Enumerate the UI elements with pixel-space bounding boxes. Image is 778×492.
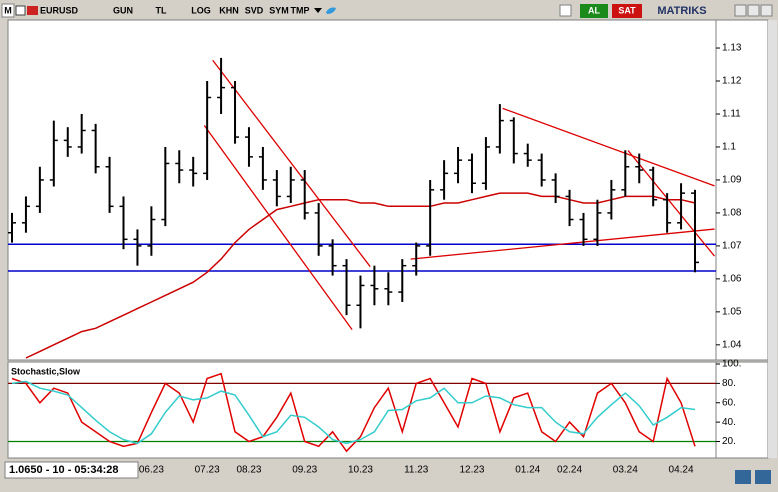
window-button[interactable] bbox=[760, 4, 773, 17]
y-tick-label: 1.1 bbox=[722, 142, 736, 153]
x-tick-label: 11.23 bbox=[404, 465, 429, 476]
y-tick-label: 80. bbox=[722, 378, 736, 389]
trend-line bbox=[203, 125, 353, 331]
toolbar-button[interactable]: SVD bbox=[245, 5, 264, 15]
brand: MATRIKS bbox=[657, 5, 706, 17]
status-quote: 1.0650 - 10 - 05:34:28 bbox=[9, 464, 118, 476]
toolbar-button[interactable]: SYM bbox=[269, 5, 289, 15]
y-tick-label: 1.08 bbox=[722, 208, 742, 219]
x-tick-label: 01.24 bbox=[515, 465, 540, 476]
x-tick-label: 09.23 bbox=[292, 465, 317, 476]
line-series bbox=[11, 380, 696, 445]
y-tick-label: 1.04 bbox=[722, 339, 742, 350]
x-tick-label: 03.24 bbox=[613, 465, 638, 476]
y-tick-label: 60. bbox=[722, 397, 736, 408]
price-axis bbox=[715, 19, 769, 361]
checkbox[interactable] bbox=[15, 5, 26, 16]
y-tick-label: 1.11 bbox=[722, 109, 741, 120]
scrollbar[interactable] bbox=[768, 20, 777, 458]
y-tick-label: 1.06 bbox=[722, 274, 742, 285]
nav-button[interactable] bbox=[735, 470, 751, 484]
icon-button[interactable] bbox=[559, 4, 572, 17]
x-tick-label: 12.23 bbox=[459, 465, 484, 476]
x-tick-label: 07.23 bbox=[195, 465, 220, 476]
toolbar-button[interactable]: GUN bbox=[113, 5, 133, 15]
trend-line bbox=[627, 150, 716, 257]
status-box bbox=[4, 461, 139, 479]
y-tick-label: 40. bbox=[722, 417, 736, 428]
stoch-axis bbox=[715, 361, 769, 459]
y-tick-label: 1.05 bbox=[722, 306, 742, 317]
dropdown-arrow[interactable] bbox=[314, 8, 322, 13]
trend-line bbox=[502, 107, 715, 187]
window-button[interactable] bbox=[747, 4, 760, 17]
y-tick-label: 100. bbox=[722, 359, 741, 370]
logo: M bbox=[4, 5, 12, 15]
toolbar-button[interactable]: KHN bbox=[219, 5, 239, 15]
twitter-icon[interactable] bbox=[326, 7, 336, 15]
x-tick-label: 04.24 bbox=[669, 465, 694, 476]
x-tick-label: 06.23 bbox=[139, 465, 164, 476]
price-plot bbox=[7, 19, 717, 361]
x-tick-label: 08.23 bbox=[236, 465, 261, 476]
buy-button[interactable] bbox=[580, 4, 608, 18]
toolbar-button[interactable]: TL bbox=[156, 5, 167, 15]
price-layer bbox=[8, 57, 716, 359]
trend-line bbox=[212, 59, 371, 268]
window-button[interactable] bbox=[734, 4, 747, 17]
trend-line bbox=[410, 228, 715, 260]
x-tick-label: 02.24 bbox=[557, 465, 582, 476]
flag-icon bbox=[27, 6, 38, 15]
sell-label: SAT bbox=[618, 5, 636, 15]
logo-box bbox=[1, 3, 15, 18]
stoch-layer bbox=[8, 372, 716, 453]
buy-label: AL bbox=[588, 5, 600, 15]
line-series bbox=[11, 372, 696, 453]
nav-button[interactable] bbox=[755, 470, 771, 484]
y-tick-label: 1.13 bbox=[722, 43, 742, 54]
stoch-title: Stochastic,Slow bbox=[11, 366, 81, 376]
y-tick-label: 1.09 bbox=[722, 175, 742, 186]
line-series bbox=[25, 192, 696, 359]
x-tick-label: 10.23 bbox=[348, 465, 373, 476]
y-tick-label: 1.07 bbox=[722, 241, 742, 252]
symbol[interactable]: EURUSD bbox=[40, 5, 79, 15]
toolbar-button[interactable]: LOG bbox=[191, 5, 211, 15]
y-tick-label: 1.12 bbox=[722, 76, 742, 87]
sell-button[interactable] bbox=[612, 4, 642, 18]
y-tick-label: 20. bbox=[722, 436, 736, 447]
toolbar-button[interactable]: TMP bbox=[291, 5, 310, 15]
